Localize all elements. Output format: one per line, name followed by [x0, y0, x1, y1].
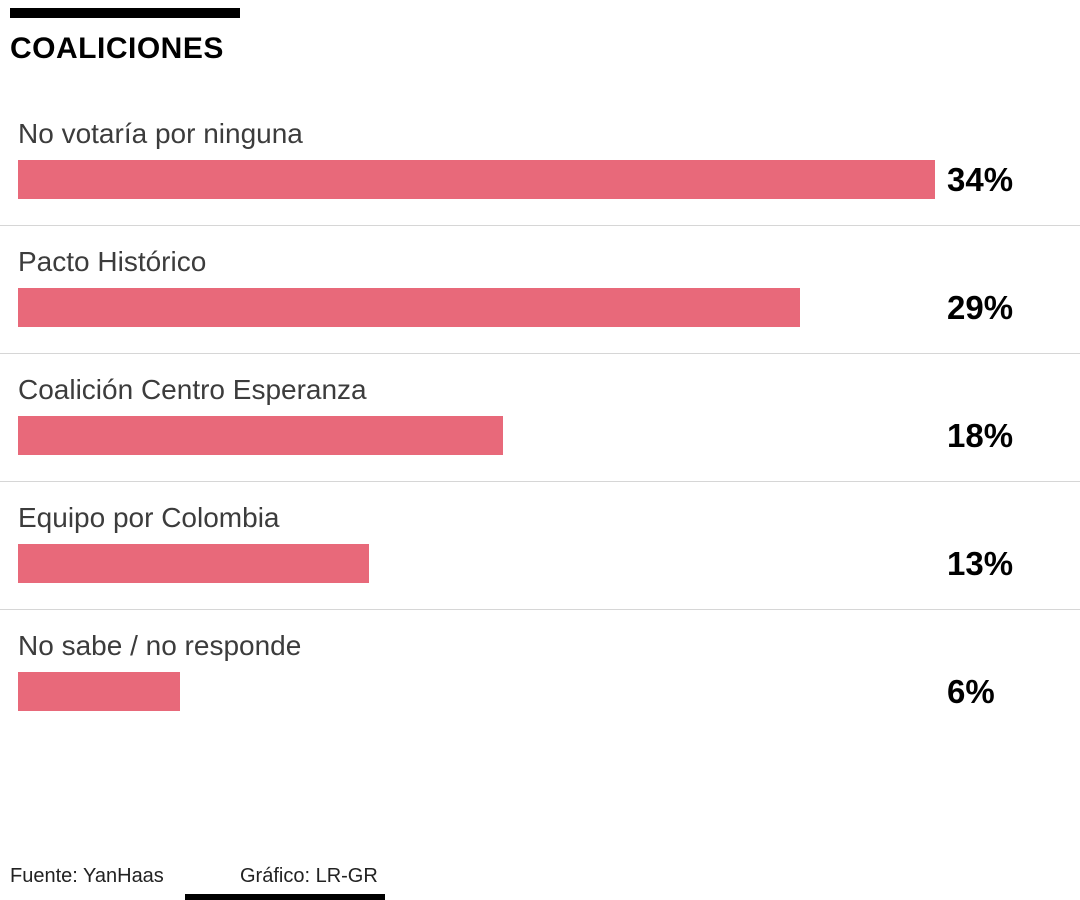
footer-credit: Gráfico: LR-GR	[240, 865, 378, 887]
chart-row: No sabe / no responde 6%	[0, 609, 1080, 737]
bar-line: 6%	[18, 672, 1080, 711]
bar-label: Equipo por Colombia	[18, 502, 280, 533]
bar-value: 34%	[947, 160, 1014, 198]
bar	[18, 288, 801, 327]
chart-footer: Fuente: YanHaas Gráfico: LR-GR	[10, 865, 378, 888]
bar-track	[18, 160, 935, 199]
bar-label: Pacto Histórico	[18, 246, 207, 277]
bar-value: 18%	[947, 416, 1014, 454]
chart-header: COALICIONES	[0, 0, 1080, 66]
bar-value: 13%	[947, 544, 1014, 582]
bar-label: No sabe / no responde	[18, 630, 302, 661]
bar-line: 29%	[18, 288, 1080, 327]
bar	[18, 160, 935, 199]
bar-value: 29%	[947, 288, 1014, 326]
chart-row: Pacto Histórico 29%	[0, 225, 1080, 353]
bar-label: Coalición Centro Esperanza	[18, 374, 367, 405]
bar	[18, 672, 180, 711]
chart-row: Equipo por Colombia 13%	[0, 481, 1080, 609]
bar-track	[18, 416, 935, 455]
chart-row: Coalición Centro Esperanza 18%	[0, 353, 1080, 481]
bar-track	[18, 544, 935, 583]
chart-title: COALICIONES	[10, 32, 224, 65]
bar-value: 6%	[947, 672, 995, 710]
bar	[18, 416, 504, 455]
footer-source: Fuente: YanHaas	[10, 865, 164, 887]
bar-line: 18%	[18, 416, 1080, 455]
bar-track	[18, 672, 935, 711]
bar-track	[18, 288, 935, 327]
bar-line: 34%	[18, 160, 1080, 199]
bottom-rule	[185, 894, 385, 900]
bar-label: No votaría por ninguna	[18, 118, 303, 149]
bar-line: 13%	[18, 544, 1080, 583]
bar	[18, 544, 369, 583]
chart-rows: No votaría por ninguna 34% Pacto Históri…	[0, 98, 1080, 737]
title-rule	[10, 8, 240, 18]
chart-row: No votaría por ninguna 34%	[0, 98, 1080, 225]
